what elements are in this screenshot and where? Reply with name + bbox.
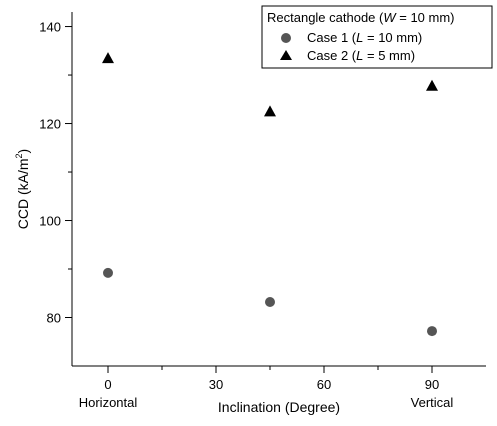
data-points: [102, 52, 438, 337]
legend-label-case1-suffix: = 10 mm): [363, 30, 422, 45]
legend-label-case1-var: L: [356, 30, 363, 45]
legend: Rectangle cathode (W = 10 mm) Case 1 (L …: [261, 5, 493, 69]
y-tick-label-140: 140: [39, 20, 61, 35]
y-tick-label-80: 80: [47, 311, 61, 326]
legend-title-var: W: [383, 10, 397, 25]
x-axis-title: Inclination (Degree): [218, 399, 340, 415]
legend-marker-case1: [281, 33, 291, 43]
y-tick-label-120: 120: [39, 117, 61, 132]
x-ticks: 0 30 60 90 Horizontal Vertical: [79, 366, 454, 410]
point-case2-0: [102, 52, 114, 64]
legend-label-case2-suffix: = 5 mm): [363, 48, 415, 63]
x-tick-label-30: 30: [209, 377, 223, 392]
point-case2-45: [264, 105, 276, 117]
legend-label-case1: Case 1 (L = 10 mm): [307, 30, 422, 45]
legend-label-case2-var: L: [356, 48, 363, 63]
point-case2-90: [426, 79, 438, 91]
legend-title-prefix: Rectangle cathode (: [267, 10, 384, 25]
x-tick-label-60: 60: [317, 377, 331, 392]
legend-label-case1-prefix: Case 1 (: [307, 30, 357, 45]
x-sublabel-horizontal: Horizontal: [79, 395, 138, 410]
x-tick-label-0: 0: [104, 377, 111, 392]
y-tick-label-100: 100: [39, 214, 61, 229]
legend-title-suffix: = 10 mm): [396, 10, 455, 25]
legend-box: [261, 5, 493, 69]
y-ticks: 80 100 120 140: [39, 20, 72, 326]
y-axis-title-sup: 2: [14, 153, 24, 158]
x-tick-label-90: 90: [425, 377, 439, 392]
point-case1-90: [427, 326, 437, 337]
legend-marker-case2: [280, 50, 292, 60]
legend-label-case2-prefix: Case 2 (: [307, 48, 357, 63]
y-axis-title: CCD (kA/m2): [14, 149, 31, 229]
point-case1-0: [103, 267, 113, 278]
legend-label-case2: Case 2 (L = 5 mm): [307, 48, 415, 63]
y-axis-title-close: ): [15, 149, 31, 154]
legend-title: Rectangle cathode (W = 10 mm): [267, 10, 455, 25]
x-sublabel-vertical: Vertical: [411, 395, 454, 410]
y-axis-title-main: CCD (kA/m: [15, 158, 31, 229]
plot-axes: [71, 12, 486, 367]
point-case1-45: [265, 296, 275, 307]
